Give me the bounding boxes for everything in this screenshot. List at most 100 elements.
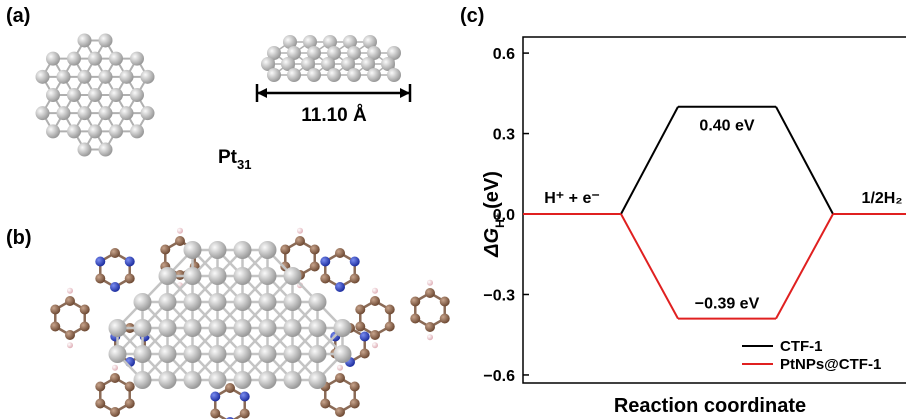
atom xyxy=(287,68,301,82)
atom xyxy=(320,399,330,409)
atom xyxy=(259,345,277,363)
state-label: 1/2H₂ xyxy=(862,190,903,207)
atom xyxy=(334,345,352,363)
atom xyxy=(125,257,135,267)
atom xyxy=(112,365,118,371)
atom xyxy=(134,345,152,363)
chart: 0.60.30.0−0.3−0.6ΔGH⁺(eV)Reaction coordi… xyxy=(481,37,906,417)
atom xyxy=(259,267,277,285)
atom xyxy=(175,236,185,246)
atom xyxy=(80,305,90,315)
atom xyxy=(284,371,302,389)
legend-label: CTF-1 xyxy=(780,338,823,355)
atom xyxy=(130,52,144,66)
atom xyxy=(109,319,127,337)
atom xyxy=(350,257,360,267)
atom xyxy=(159,293,177,311)
atom xyxy=(209,241,227,259)
y-tick-label: 0.3 xyxy=(493,127,515,144)
connector xyxy=(776,107,833,214)
atom xyxy=(78,143,92,157)
atom xyxy=(67,52,81,66)
atom xyxy=(159,371,177,389)
atom xyxy=(309,371,327,389)
atom xyxy=(209,345,227,363)
atom xyxy=(88,52,102,66)
atom xyxy=(295,236,305,246)
atom xyxy=(234,345,252,363)
atom xyxy=(425,322,435,332)
y-tick-label: −0.6 xyxy=(483,368,515,385)
atom xyxy=(130,88,144,102)
atom xyxy=(355,305,365,315)
atom xyxy=(80,322,90,332)
atom xyxy=(159,319,177,337)
atom xyxy=(184,371,202,389)
atom xyxy=(99,33,113,47)
atom xyxy=(184,293,202,311)
atom xyxy=(309,319,327,337)
atom xyxy=(67,342,73,348)
connector xyxy=(621,214,678,319)
legend-label: PtNPs@CTF-1 xyxy=(780,356,881,373)
atom xyxy=(370,330,380,340)
atom xyxy=(160,245,170,255)
atom xyxy=(109,124,123,138)
atom xyxy=(88,124,102,138)
atom xyxy=(360,349,370,359)
atom xyxy=(120,106,134,120)
atom xyxy=(95,382,105,392)
atom xyxy=(110,373,120,383)
atom xyxy=(95,257,105,267)
atom xyxy=(159,345,177,363)
atom xyxy=(240,392,250,402)
x-axis-label: Reaction coordinate xyxy=(614,395,806,417)
atom xyxy=(36,106,50,120)
atom xyxy=(284,345,302,363)
atom xyxy=(184,267,202,285)
atom xyxy=(134,319,152,337)
atom xyxy=(159,267,177,285)
atom xyxy=(225,383,235,393)
atom xyxy=(337,365,343,371)
atom xyxy=(177,228,183,234)
atom xyxy=(50,305,60,315)
atom xyxy=(67,124,81,138)
dimension-label: 11.10 Å xyxy=(301,105,367,126)
cluster-label-main: Pt xyxy=(218,147,238,168)
atom xyxy=(372,342,378,348)
atom xyxy=(95,274,105,284)
atom xyxy=(99,106,113,120)
atom xyxy=(125,399,135,409)
atom xyxy=(320,257,330,267)
atom xyxy=(210,409,220,419)
cluster-label-sub: 31 xyxy=(237,157,251,172)
atom xyxy=(57,70,71,84)
atom xyxy=(110,248,120,258)
y-label-unit: (eV) xyxy=(481,171,503,209)
atom xyxy=(385,322,395,332)
atom xyxy=(184,241,202,259)
atom xyxy=(65,330,75,340)
atom xyxy=(297,228,303,234)
value-label: 0.40 eV xyxy=(699,118,754,135)
value-label: −0.39 eV xyxy=(695,296,760,313)
cluster-label: Pt31 xyxy=(218,147,251,172)
atom xyxy=(234,267,252,285)
atom xyxy=(57,106,71,120)
atom xyxy=(109,88,123,102)
atom xyxy=(65,296,75,306)
atom xyxy=(88,88,102,102)
panel-label: (a) xyxy=(6,5,30,27)
y-label-sub: H⁺ xyxy=(493,213,507,228)
axis-frame xyxy=(523,37,906,383)
panel-label: (c) xyxy=(460,5,484,27)
atom xyxy=(360,332,370,342)
atom xyxy=(370,296,380,306)
atom xyxy=(234,293,252,311)
atom xyxy=(78,70,92,84)
atom xyxy=(109,345,127,363)
figure: (a) (b) (c) 11.10 Å Pt31 0.60.30.0−0.3−0… xyxy=(0,0,906,419)
atom xyxy=(410,297,420,307)
atom xyxy=(334,319,352,337)
